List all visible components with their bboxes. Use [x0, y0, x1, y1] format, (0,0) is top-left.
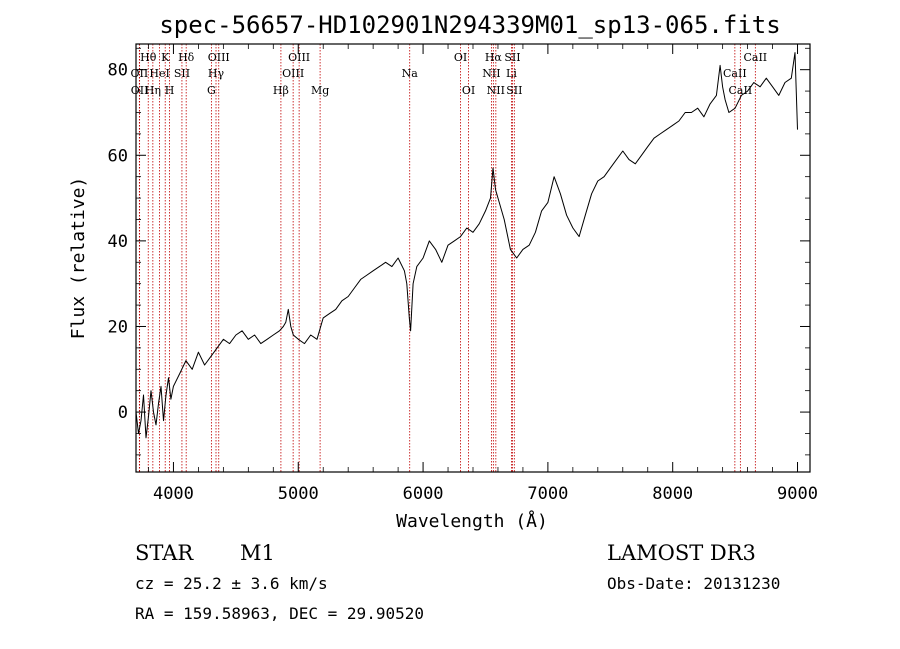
spectral-line-label: SII — [174, 67, 190, 80]
x-tick-label: 9000 — [777, 484, 818, 504]
spectral-line-label: OII — [131, 84, 149, 97]
spectral-line-label: SII — [506, 84, 522, 97]
spectral-line-label: Hα — [485, 51, 503, 64]
spectral-line-label: Hη — [145, 84, 161, 97]
y-axis-ticks: 0 20 40 60 80 — [108, 47, 810, 456]
spectral-line-label: Hδ — [178, 51, 195, 64]
spectral-line-label: HeI — [149, 67, 169, 80]
spectral-line-label: Li — [506, 67, 517, 80]
spectral-line-label: Na — [402, 67, 419, 80]
y-tick-label: 80 — [108, 61, 128, 81]
spectrum-series — [135, 52, 798, 439]
spectral-line-label: OIII — [288, 51, 310, 64]
y-axis-label: Flux (relative) — [68, 177, 89, 340]
spectral-line-label: CaII — [743, 51, 767, 64]
object-subclass: M1 — [240, 541, 275, 565]
y-tick-label: 20 — [108, 317, 128, 337]
spectral-line-label: G — [207, 84, 216, 97]
x-axis-label: Wavelength (Å) — [396, 510, 548, 532]
x-tick-label: 6000 — [403, 484, 444, 504]
redshift-velocity: cz = 25.2 ± 3.6 km/s — [135, 574, 328, 593]
x-axis-ticks: 4000 5000 6000 7000 8000 9000 — [148, 44, 818, 504]
observation-date: Obs-Date: 20131230 — [607, 574, 780, 593]
spectral-line-label: Hγ — [208, 67, 225, 80]
y-tick-label: 40 — [108, 232, 128, 252]
spectral-line-label: OIII — [208, 51, 230, 64]
y-tick-label: 60 — [108, 146, 128, 166]
spectral-line-label: K — [161, 51, 170, 64]
spectral-line-label: H — [165, 84, 175, 97]
spectral-line-label: SII — [504, 51, 520, 64]
spectral-line-label: OI — [462, 84, 475, 97]
spectral-line-label: NII — [487, 84, 505, 97]
spectral-line-label: OI — [454, 51, 467, 64]
spectral-line-label: Mg — [311, 84, 329, 97]
spectral-line-label: OII — [131, 67, 149, 80]
spectral-line-label: OIII — [282, 67, 304, 80]
spectral-line-label: CaII — [723, 67, 747, 80]
spectrum-line — [135, 52, 798, 439]
spectral-line-markers — [138, 44, 756, 472]
survey-name: LAMOST DR3 — [607, 541, 756, 565]
spectral-line-label: Hθ — [140, 51, 157, 64]
spectral-line-labels: Hθ OII OII K HeI Hη SII H Hδ OIII Hγ G OIII OIII Hβ Mg N… — [131, 51, 768, 97]
x-tick-label: 5000 — [278, 484, 319, 504]
spectral-line-label: NII — [482, 67, 500, 80]
coordinates: RA = 159.58963, DEC = 29.90520 — [135, 604, 424, 623]
x-tick-label: 4000 — [153, 484, 194, 504]
spectral-line-label: CaII — [729, 84, 753, 97]
x-tick-label: 7000 — [527, 484, 568, 504]
x-tick-label: 8000 — [652, 484, 693, 504]
y-tick-label: 0 — [118, 403, 128, 423]
spectral-line-label: Hβ — [273, 84, 289, 97]
plot-frame — [135, 43, 811, 473]
object-type: STAR — [135, 541, 194, 565]
chart-title: spec-56657-HD102901N294339M01_sp13-065.f… — [159, 11, 780, 39]
